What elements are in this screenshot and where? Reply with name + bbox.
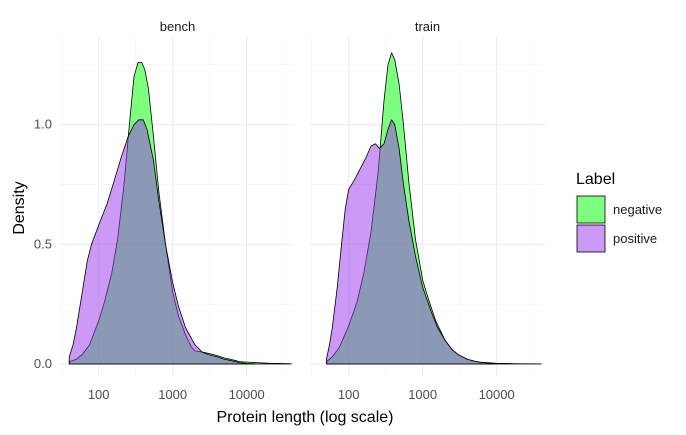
- panel-train: train 100 1000 10000: [310, 19, 545, 402]
- panel-bench: bench 100 1000 10000 0.0 0.5 1.0: [34, 19, 295, 402]
- x-tick-label: 100: [338, 387, 360, 402]
- legend-label-negative: negative: [613, 202, 662, 217]
- x-tick-label: 10000: [229, 387, 265, 402]
- y-axis-title: Density: [11, 181, 28, 234]
- y-tick-label: 0.0: [34, 356, 52, 371]
- legend: Label negative positive: [576, 171, 662, 253]
- x-axis-title: Protein length (log scale): [217, 409, 394, 426]
- x-tick-label: 10000: [479, 387, 515, 402]
- strip-label-bench: bench: [160, 19, 195, 34]
- y-tick-label: 1.0: [34, 117, 52, 132]
- strip-label-train: train: [415, 19, 440, 34]
- density-area-positive: [326, 119, 498, 365]
- x-tick-label: 1000: [408, 387, 437, 402]
- legend-label-positive: positive: [613, 231, 657, 246]
- density-area-positive: [68, 119, 256, 365]
- panels: bench 100 1000 10000 0.0 0.5 1.0 train 100 1000 10…: [34, 19, 545, 402]
- legend-title: Label: [576, 171, 615, 188]
- legend-swatch-negative: [576, 195, 606, 224]
- x-tick-label: 1000: [158, 387, 187, 402]
- y-tick-label: 0.5: [34, 236, 52, 251]
- x-tick-label: 100: [88, 387, 110, 402]
- legend-items: negative positive: [576, 195, 662, 253]
- legend-swatch-positive: [576, 224, 606, 253]
